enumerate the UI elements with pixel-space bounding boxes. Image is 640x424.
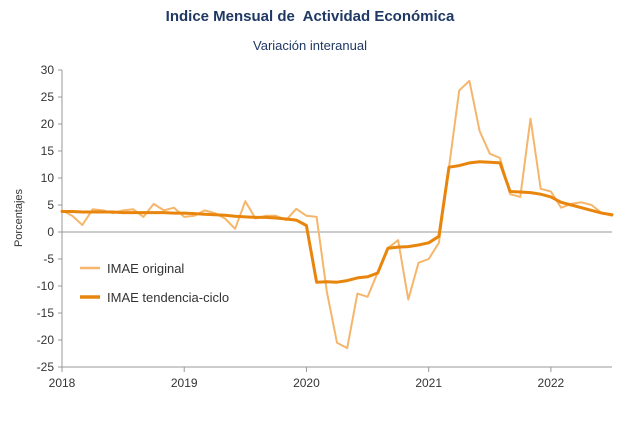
legend-label-original: IMAE original [107, 261, 184, 276]
series-line-original [61, 79, 613, 350]
series-line-trend [60, 160, 614, 284]
y-tick-label: 0 [47, 225, 54, 239]
y-tick-label: -15 [37, 306, 55, 320]
x-tick-label: 2021 [415, 376, 442, 390]
chart-subtitle: Variación interanual [253, 38, 367, 53]
series-layer [60, 79, 614, 350]
legend-label-trend: IMAE tendencia-ciclo [107, 290, 229, 305]
y-tick-label: 5 [47, 198, 54, 212]
x-tick-label: 2022 [538, 376, 565, 390]
y-axis-label: Porcentajes [13, 188, 25, 247]
y-tick-label: -10 [37, 279, 55, 293]
y-tick-label: -25 [37, 360, 55, 374]
x-tick-label: 2018 [49, 376, 76, 390]
x-tick-label: 2020 [293, 376, 320, 390]
y-axis-ticks: 30 25 20 15 10 5 0 -5 -10 -15 -20 -25 [37, 63, 62, 374]
y-tick-label: -20 [37, 333, 55, 347]
y-tick-label: 10 [41, 171, 55, 185]
y-tick-label: 15 [41, 144, 55, 158]
legend: IMAE original IMAE tendencia-ciclo [80, 261, 229, 305]
chart-title: Indice Mensual de Actividad Económica [165, 8, 455, 25]
y-tick-label: 30 [41, 63, 55, 77]
x-tick-label: 2019 [171, 376, 198, 390]
y-tick-label: 25 [41, 90, 55, 104]
y-tick-label: -5 [43, 252, 54, 266]
y-tick-label: 20 [41, 117, 55, 131]
x-axis-ticks: 2018 2019 2020 2021 2022 [49, 367, 565, 390]
